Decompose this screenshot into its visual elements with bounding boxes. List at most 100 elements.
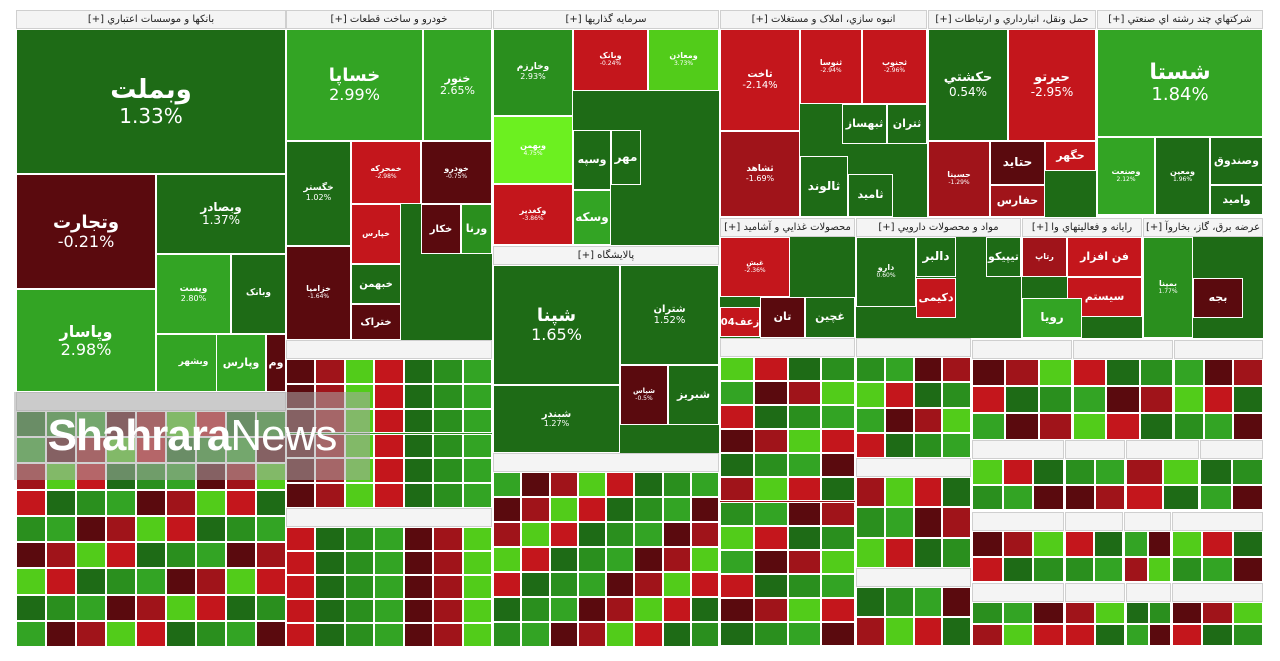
- stock-tile[interactable]: [1005, 359, 1039, 386]
- stock-tile[interactable]: [256, 489, 286, 516]
- sector-block[interactable]: [1200, 440, 1263, 510]
- stock-tile[interactable]: [1065, 556, 1094, 582]
- stock-tile[interactable]: [403, 408, 434, 434]
- sector-block[interactable]: مواد و محصولات دارويي [+] دارو 0.60% دالبر ت…: [856, 218, 1021, 338]
- stock-tile[interactable]: [913, 587, 943, 617]
- stock-tile[interactable]: وکغدیر -3.86%: [493, 184, 573, 245]
- stock-tile[interactable]: [1033, 556, 1064, 582]
- stock-tile[interactable]: [433, 527, 463, 551]
- stock-tile[interactable]: [521, 547, 550, 572]
- stock-tile[interactable]: [577, 572, 606, 597]
- stock-tile[interactable]: [690, 547, 719, 572]
- stock-tile[interactable]: وصنعت 2.12%: [1097, 137, 1155, 215]
- stock-tile[interactable]: خگستر 1.02%: [286, 141, 351, 246]
- stock-tile[interactable]: رويا: [1022, 298, 1082, 338]
- stock-tile[interactable]: [884, 587, 914, 617]
- stock-tile[interactable]: [166, 620, 196, 647]
- stock-tile[interactable]: [753, 429, 788, 454]
- stock-tile[interactable]: [76, 594, 106, 621]
- stock-tile[interactable]: [1233, 386, 1263, 413]
- stock-tile[interactable]: [403, 458, 434, 484]
- sector-block[interactable]: رايانه و فعاليتهاي وا [+] فن افزار سيستم رت…: [1022, 218, 1142, 338]
- sector-block[interactable]: [972, 583, 1064, 646]
- stock-tile[interactable]: [720, 621, 754, 646]
- stock-tile[interactable]: [256, 515, 286, 543]
- stock-tile[interactable]: [106, 489, 136, 516]
- stock-tile[interactable]: خنور 2.65%: [423, 29, 492, 141]
- stock-tile[interactable]: [662, 572, 691, 597]
- sector-block[interactable]: محصولات غذايي و آشاميد [+] غبش -2.36% زعف04…: [720, 218, 855, 428]
- stock-tile[interactable]: [634, 522, 663, 547]
- stock-tile[interactable]: [286, 551, 316, 575]
- stock-tile[interactable]: [884, 616, 914, 646]
- stock-tile[interactable]: [1095, 602, 1125, 624]
- stock-tile[interactable]: [196, 594, 226, 621]
- stock-tile[interactable]: [753, 477, 788, 502]
- sector-header[interactable]: بانکها و موسسات اعتباري [+]: [16, 10, 286, 29]
- stock-tile[interactable]: [972, 556, 1003, 582]
- stock-tile[interactable]: [226, 594, 256, 621]
- sector-header[interactable]: [720, 338, 855, 357]
- stock-tile[interactable]: [1172, 556, 1203, 582]
- stock-tile[interactable]: [913, 477, 943, 508]
- stock-tile[interactable]: [1033, 624, 1064, 646]
- sector-header[interactable]: [1065, 440, 1125, 459]
- stock-tile[interactable]: ثالوند: [800, 156, 848, 217]
- stock-tile[interactable]: [1233, 359, 1263, 386]
- stock-tile[interactable]: [1073, 386, 1107, 413]
- sector-header[interactable]: [1065, 583, 1125, 602]
- stock-tile[interactable]: [821, 597, 855, 622]
- stock-tile[interactable]: حفارس: [990, 185, 1045, 217]
- stock-tile[interactable]: [942, 432, 971, 458]
- stock-tile[interactable]: [196, 620, 226, 647]
- sector-header[interactable]: [972, 340, 1072, 359]
- stock-tile[interactable]: [787, 405, 822, 430]
- stock-tile[interactable]: [374, 551, 404, 575]
- sector-block[interactable]: [493, 453, 719, 647]
- stock-tile[interactable]: [1232, 556, 1263, 582]
- stock-tile[interactable]: [16, 515, 46, 543]
- stock-tile[interactable]: [1124, 531, 1148, 557]
- stock-tile[interactable]: [1172, 531, 1203, 557]
- stock-tile[interactable]: [942, 587, 971, 617]
- stock-tile[interactable]: [196, 489, 226, 516]
- stock-tile[interactable]: [106, 568, 136, 595]
- stock-tile[interactable]: حکشتي 0.54%: [928, 29, 1008, 141]
- sector-header[interactable]: [972, 512, 1064, 531]
- stock-tile[interactable]: [226, 489, 256, 516]
- stock-tile[interactable]: [46, 568, 76, 595]
- sector-block[interactable]: انبوه سازي، املاک و مستغلات [+] تاخت -2.14…: [720, 10, 927, 217]
- stock-tile[interactable]: [344, 551, 375, 575]
- stock-tile[interactable]: [46, 594, 76, 621]
- stock-tile[interactable]: [403, 483, 434, 508]
- stock-tile[interactable]: [493, 572, 522, 597]
- stock-tile[interactable]: [433, 408, 463, 434]
- stock-tile[interactable]: [720, 477, 754, 502]
- stock-tile[interactable]: [1200, 459, 1232, 485]
- stock-tile[interactable]: [374, 383, 404, 409]
- stock-tile[interactable]: [753, 597, 788, 622]
- sector-block[interactable]: [286, 340, 492, 508]
- stock-tile[interactable]: خکار: [421, 204, 461, 254]
- stock-tile[interactable]: [315, 527, 345, 551]
- stock-tile[interactable]: [344, 623, 375, 647]
- stock-tile[interactable]: شستا 1.84%: [1097, 29, 1263, 137]
- stock-tile[interactable]: [1162, 484, 1199, 510]
- sector-header[interactable]: [856, 568, 971, 587]
- stock-tile[interactable]: [106, 594, 136, 621]
- stock-tile[interactable]: [720, 501, 754, 526]
- stock-tile[interactable]: وتجارت -0.21%: [16, 174, 156, 289]
- stock-tile[interactable]: [884, 507, 914, 538]
- stock-tile[interactable]: وصندوق: [1210, 137, 1263, 185]
- stock-tile[interactable]: [196, 515, 226, 543]
- sector-header[interactable]: [1172, 512, 1263, 531]
- stock-tile[interactable]: وبانک -0.24%: [573, 29, 648, 91]
- stock-tile[interactable]: [136, 568, 166, 595]
- sector-block[interactable]: [972, 340, 1072, 440]
- stock-tile[interactable]: [166, 568, 196, 595]
- stock-tile[interactable]: [1065, 459, 1095, 485]
- stock-tile[interactable]: [286, 527, 316, 551]
- stock-tile[interactable]: [46, 489, 76, 516]
- stock-tile[interactable]: [856, 382, 885, 408]
- stock-tile[interactable]: [226, 542, 256, 569]
